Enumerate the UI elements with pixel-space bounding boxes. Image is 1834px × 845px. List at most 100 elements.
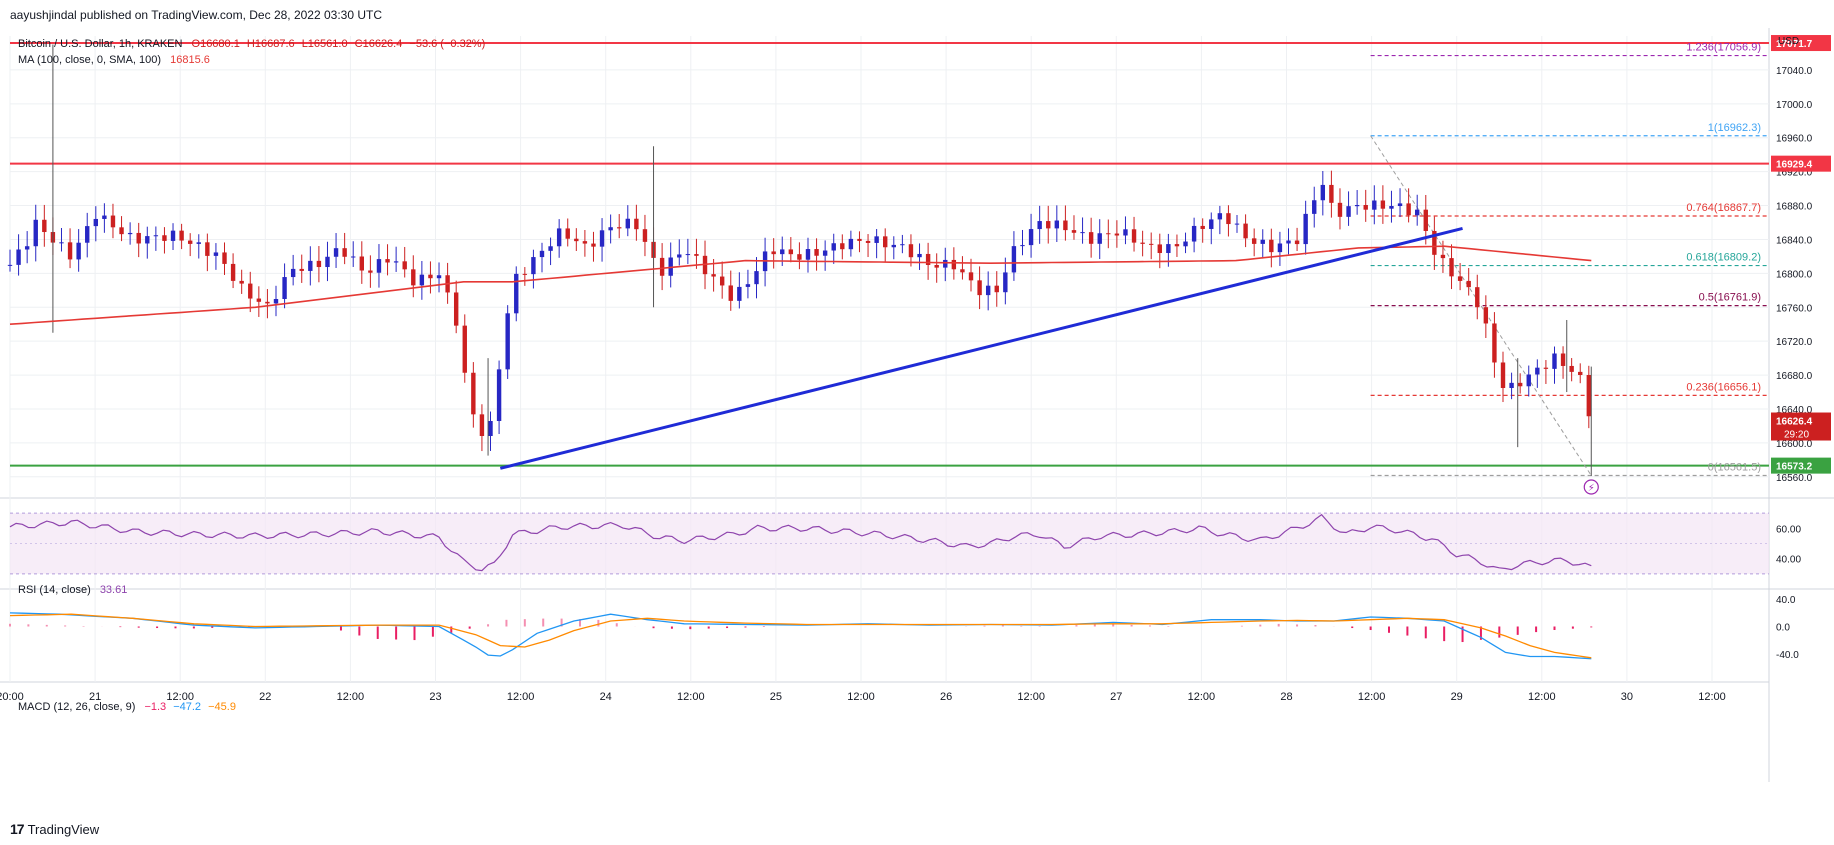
- price-chart[interactable]: 1.236(17056.9) 1(16962.3) 0.764(16867.7) 0.…: [0, 28, 1834, 810]
- y-tick-label: 16800.0: [1776, 269, 1813, 280]
- x-tick-label: 12:00: [166, 691, 194, 703]
- candle-body: [1097, 233, 1102, 244]
- candle-body: [1586, 375, 1592, 417]
- candle-body: [539, 250, 545, 258]
- top-cut-tag-bg: [1771, 35, 1831, 52]
- fib-diagonal: [1370, 135, 1592, 476]
- candle-body: [1054, 220, 1060, 229]
- legend-symbol: Bitcoin / U.S. Dollar, 1h, KRAKEN: [18, 38, 183, 50]
- macd-tick-label: -40.0: [1776, 650, 1799, 661]
- candle-body: [333, 248, 339, 257]
- x-tick-label: 23: [429, 691, 441, 703]
- candle-body: [1329, 184, 1334, 203]
- candle-body: [1449, 258, 1454, 277]
- candle-body: [1389, 206, 1394, 209]
- x-tick-label: 26: [940, 691, 952, 703]
- candle-body: [994, 285, 999, 293]
- candle-body: [230, 263, 236, 281]
- candle-body: [831, 243, 836, 251]
- candle-body: [1440, 254, 1446, 259]
- candle-body: [840, 243, 845, 250]
- x-tick-label: 12:00: [1017, 691, 1045, 703]
- candle-body: [402, 261, 407, 270]
- candle-body: [582, 241, 588, 244]
- candle-body: [273, 298, 279, 304]
- candle-body: [1312, 200, 1317, 214]
- candle-body: [1234, 223, 1240, 225]
- macd-pane: [9, 612, 1593, 660]
- fib-level-label: 0.5(16761.9): [1699, 292, 1761, 304]
- candle-body: [196, 242, 201, 244]
- candle-body: [968, 272, 974, 281]
- candle-body: [1028, 229, 1034, 246]
- candle-body: [556, 228, 562, 247]
- macd-tick-label: 40.0: [1776, 595, 1796, 606]
- candle-body: [719, 276, 725, 286]
- rsi-tick-label: 40.00: [1776, 555, 1801, 566]
- candle-body: [1372, 200, 1377, 210]
- legend-change: −53.6 (−0.32%): [409, 38, 485, 50]
- candle-body: [1071, 230, 1077, 233]
- candle-body: [7, 264, 13, 266]
- rsi-line: [9, 513, 1592, 572]
- legend-close: C16626.4: [355, 38, 403, 50]
- candle-body: [1337, 202, 1343, 217]
- rsi-pane: [9, 512, 1769, 575]
- candle-body: [848, 238, 854, 250]
- candle-body: [1011, 246, 1017, 273]
- x-tick-label: 12:00: [677, 691, 705, 703]
- main-pane: 1.236(17056.9) 1(16962.3) 0.764(16867.7) 0.…: [7, 42, 1769, 495]
- candle-body: [951, 259, 957, 270]
- candle-body: [179, 230, 184, 241]
- candle-body: [213, 252, 219, 256]
- candle-body: [265, 301, 270, 304]
- candle-body: [1475, 287, 1480, 308]
- candle-body: [1200, 225, 1205, 229]
- resistance-tag-bg: [1771, 155, 1831, 172]
- x-tick-label: 29: [1451, 691, 1463, 703]
- candle-body: [170, 230, 176, 241]
- fib-level-label: 0.764(16867.7): [1686, 202, 1761, 214]
- candle-body: [76, 242, 81, 260]
- time-axis[interactable]: 20:00 21 12:00 22 12:00 23 12:00 24 12:00 25 12:00…: [0, 691, 1726, 703]
- candle-body: [1251, 238, 1257, 244]
- event-marker-icon: [1583, 479, 1599, 495]
- candle-body: [574, 238, 579, 242]
- candle-body: [891, 244, 896, 248]
- x-tick-label: 24: [600, 691, 612, 703]
- macd-signal-line: [9, 613, 1592, 659]
- candle-body: [943, 259, 948, 268]
- y-tick-label: 16880.0: [1776, 202, 1813, 213]
- footer: 17 TradingView: [0, 810, 1834, 845]
- candle-body: [659, 257, 665, 276]
- candle-body: [290, 268, 296, 278]
- x-tick-label: 30: [1621, 691, 1633, 703]
- candle-body: [1423, 209, 1428, 231]
- candle-body: [599, 230, 605, 247]
- candle-body: [282, 277, 287, 299]
- candle-body: [1354, 205, 1360, 207]
- candle-body: [385, 259, 390, 263]
- price-axis[interactable]: 16560.0 16600.0 16640.0 16680.0 16720.0 16760…: [1771, 35, 1831, 661]
- macd-signal-value: −45.9: [208, 701, 236, 713]
- candle-body: [342, 248, 347, 257]
- candle-body: [754, 271, 759, 285]
- candle-body: [1406, 203, 1411, 216]
- candle-body: [780, 249, 785, 255]
- fib-level-label: 1.236(17056.9): [1686, 42, 1761, 54]
- candle-body: [1260, 239, 1265, 244]
- x-tick-label: 12:00: [1698, 691, 1726, 703]
- fib-level-label: 0(16561.5): [1708, 462, 1761, 474]
- candle-body: [1380, 200, 1386, 209]
- candle-body: [1543, 367, 1549, 369]
- candle-body: [67, 242, 73, 260]
- candle-body: [1157, 244, 1162, 254]
- candle-body: [256, 298, 262, 302]
- tradingview-logo[interactable]: 17 TradingView: [10, 821, 99, 837]
- candle-body: [977, 280, 982, 296]
- candle-body: [531, 257, 536, 275]
- candle-body: [1526, 374, 1531, 387]
- candle-body: [453, 292, 459, 326]
- candle-body: [1294, 240, 1300, 245]
- candle-body: [1492, 323, 1497, 363]
